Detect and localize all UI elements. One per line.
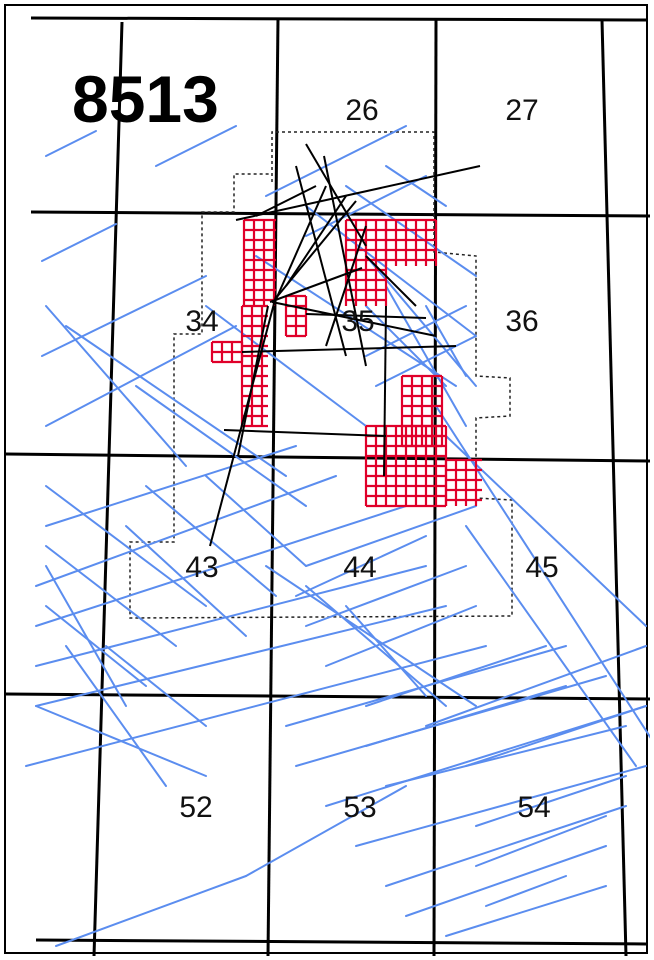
seismic-2d-line xyxy=(365,645,547,707)
seismic-2d-line xyxy=(35,505,407,627)
grid-h-2 xyxy=(6,452,650,463)
seismic-2d-line xyxy=(425,305,467,377)
seismic-2d-line xyxy=(35,475,337,587)
seismic-2d-line xyxy=(365,305,447,387)
block-label-26: 26 xyxy=(345,94,379,127)
seismic-2d-line xyxy=(305,565,467,627)
well-path xyxy=(209,295,277,547)
seismic-2d-line xyxy=(345,605,427,697)
seismic-2d-line xyxy=(475,775,627,827)
block-label-53: 53 xyxy=(343,791,377,824)
seismic-2d-line xyxy=(265,125,407,197)
seismic-2d-line xyxy=(55,875,247,947)
block-label-52: 52 xyxy=(179,791,213,824)
grid-v-2 xyxy=(266,17,280,956)
seismic-2d-line xyxy=(45,565,127,707)
seismic-2d-line xyxy=(65,325,287,477)
seismic-2d-line xyxy=(305,505,477,567)
seismic-2d-line xyxy=(465,525,637,767)
seismic-2d-line xyxy=(41,223,117,262)
map-frame: 26 27 34 35 36 43 44 45 52 53 54 8513 xyxy=(4,4,650,956)
well-path xyxy=(285,195,347,287)
seismic-2d-line xyxy=(65,645,167,787)
seismic-2d-line xyxy=(45,305,187,467)
well-path xyxy=(365,255,417,307)
seismic-2d-line xyxy=(385,725,627,787)
seismic-2d-line xyxy=(155,125,237,167)
seismic-2d-line xyxy=(485,875,567,907)
seismic-2d-line xyxy=(45,445,297,527)
block-label-45: 45 xyxy=(525,551,559,584)
seismic-2d-line xyxy=(45,485,207,607)
seismic-2d-line xyxy=(355,765,647,847)
seismic-3d-grid xyxy=(210,218,482,508)
grid-v-4 xyxy=(600,19,628,956)
seismic-2d-line xyxy=(405,845,607,917)
grid-h-3 xyxy=(6,692,650,701)
block-label-34: 34 xyxy=(185,305,219,338)
map-canvas xyxy=(6,16,650,956)
seismic-2d-line xyxy=(375,335,477,387)
seismic-2d-line xyxy=(41,275,207,357)
well-paths xyxy=(209,143,481,547)
well-path xyxy=(305,313,427,319)
seismic-2d-line xyxy=(365,685,567,747)
block-grid xyxy=(6,16,650,956)
lease-boundary xyxy=(129,131,513,619)
grid-h-bottom xyxy=(35,938,647,946)
block-label-44: 44 xyxy=(343,551,377,584)
seismic-2d-line xyxy=(385,165,447,207)
well-path xyxy=(271,301,437,337)
block-label-27: 27 xyxy=(505,94,539,127)
seismic-2d-lines xyxy=(25,125,650,947)
seismic-2d-line xyxy=(385,805,627,887)
seismic-2d-line xyxy=(325,705,647,807)
block-label-36: 36 xyxy=(505,305,539,338)
seismic-2d-line xyxy=(325,605,477,667)
well-path xyxy=(295,165,347,357)
seismic-2d-line xyxy=(45,605,147,687)
seismic-2d-line xyxy=(385,285,467,427)
grid-v-1 xyxy=(92,21,124,956)
seismic-2d-line xyxy=(265,565,477,707)
map-title: 8513 xyxy=(72,62,219,136)
grid-h-top xyxy=(30,16,647,22)
well-path xyxy=(235,165,481,221)
seismic-2d-line xyxy=(125,525,247,637)
block-label-35: 35 xyxy=(341,305,375,338)
seismic-2d-line xyxy=(45,130,97,157)
grid-h-1 xyxy=(30,210,650,218)
well-path xyxy=(223,429,387,437)
block-label-54: 54 xyxy=(517,791,551,824)
seismic-2d-line xyxy=(445,885,607,937)
well-path xyxy=(255,185,317,217)
seismic-2d-line xyxy=(475,815,607,867)
seismic-2d-line xyxy=(295,535,427,597)
seismic-2d-line xyxy=(35,605,447,707)
seismic-2d-line xyxy=(425,645,647,727)
seismic-2d-line xyxy=(245,785,407,877)
seismic-2d-line xyxy=(365,255,477,387)
well-path xyxy=(273,185,327,305)
seismic-2d-line xyxy=(465,705,647,767)
seismic-2d-line xyxy=(35,705,207,777)
seismic-2d-line xyxy=(105,645,207,727)
seismic-2d-line xyxy=(205,305,367,427)
seismic-2d-line xyxy=(25,645,487,767)
well-path xyxy=(383,305,387,477)
seismic-2d-line xyxy=(135,385,307,507)
seismic-2d-line xyxy=(445,435,647,627)
well-path xyxy=(325,225,367,347)
well-path xyxy=(241,345,457,353)
block-label-43: 43 xyxy=(185,551,219,584)
seismic-2d-line xyxy=(205,475,307,567)
seismic-2d-line xyxy=(305,585,447,707)
well-path xyxy=(305,143,367,247)
well-path xyxy=(323,155,367,367)
seismic-2d-line xyxy=(45,545,177,647)
